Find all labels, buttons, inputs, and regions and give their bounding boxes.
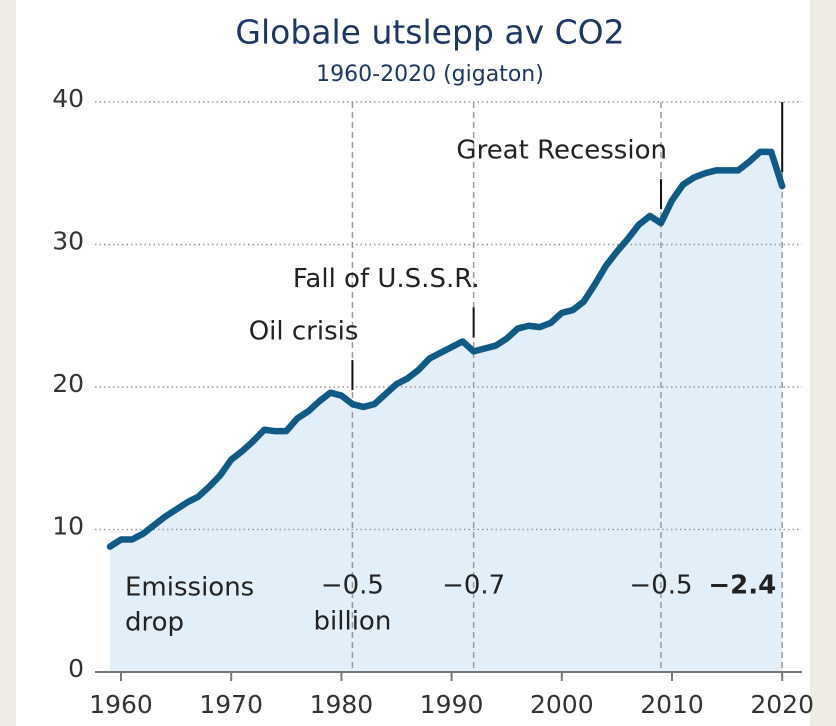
area-fill	[109, 151, 783, 672]
y-tick-label: 30	[52, 227, 84, 256]
y-tick-label: 20	[52, 369, 84, 398]
chart-title: Globale utslepp av CO2	[235, 13, 624, 52]
drop-label: −0.5	[629, 571, 692, 601]
line	[106, 148, 786, 550]
x-tick-label: 1970	[199, 690, 263, 719]
event-label: Fall of U.S.S.R.	[293, 264, 480, 294]
drop-label: −0.5	[321, 571, 384, 601]
drop-unit: billion	[314, 607, 392, 637]
x-tick-label: 2000	[530, 690, 594, 719]
event-label: Great Recession	[456, 136, 667, 166]
event-label: Oil crisis	[249, 317, 359, 347]
x-tick-label: 1990	[420, 690, 484, 719]
y-tick-label: 40	[52, 84, 84, 113]
y-tick-label: 0	[68, 654, 84, 683]
drop-label: −0.7	[442, 571, 505, 601]
x-tick-label: 2020	[750, 690, 814, 719]
y-tick-label: 10	[52, 512, 84, 541]
chart-subtitle: 1960-2020 (gigaton)	[316, 62, 544, 87]
x-tick-label: 1960	[89, 690, 153, 719]
x-tick-label: 1980	[310, 690, 374, 719]
drop-label: −2.4	[708, 571, 776, 601]
drop-title: Emissions	[125, 573, 254, 603]
x-tick-label: 2010	[640, 690, 704, 719]
drop-title: drop	[125, 608, 184, 638]
